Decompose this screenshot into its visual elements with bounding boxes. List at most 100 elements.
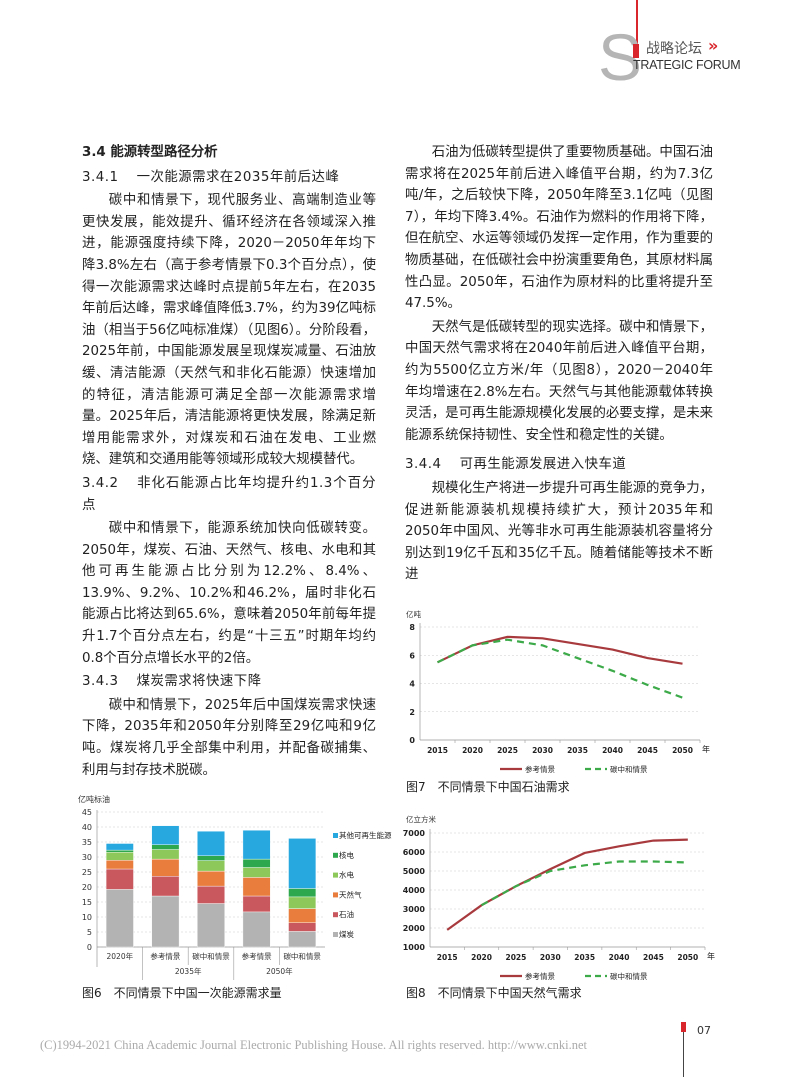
section-title-cn: 战略论坛 <box>646 41 702 57</box>
legend-swatch <box>333 872 338 878</box>
legend-label: 水电 <box>339 870 354 880</box>
bar-segment <box>288 896 317 909</box>
y-tick-label: 20 <box>82 883 92 892</box>
figure-6-caption: 图6 不同情景下中国一次能源需求量 <box>82 986 282 1000</box>
y-tick-label: 4 <box>409 680 415 689</box>
header-rule <box>636 0 638 48</box>
paragraph: 规模化生产将进一步提升可再生能源的竞争力，促进新能源装机规模持续扩大，预计203… <box>405 480 713 583</box>
y-tick-label: 35 <box>82 838 92 847</box>
y-tick-label: 5 <box>87 928 92 937</box>
y-axis-label: 亿立方米 <box>406 814 436 824</box>
y-tick-label: 2000 <box>403 924 426 933</box>
x-tick-label: 2020 <box>462 746 483 755</box>
bar-segment <box>197 831 225 857</box>
x-tick-label: 参考情景 <box>242 951 272 961</box>
page-number: 07 <box>697 1024 711 1037</box>
x-tick-label: 参考情景 <box>150 951 180 961</box>
group-label: 2035年 <box>175 966 202 976</box>
y-tick-label: 0 <box>409 736 415 745</box>
x-tick-label: 2020 <box>471 953 492 962</box>
bar-segment <box>151 844 180 850</box>
bar-segment <box>242 877 271 897</box>
legend-label: 天然气 <box>339 889 362 899</box>
x-tick-label: 2035 <box>574 953 595 962</box>
bar-segment <box>105 849 134 853</box>
subsection-heading: 3.4.3 煤炭需求将快速下降 <box>82 674 262 690</box>
paragraph: 天然气是低碳转型的现实选择。碳中和情景下，中国天然气需求将在2040年前后进入峰… <box>405 319 713 443</box>
copyright-footer: (C)1994-2021 China Academic Journal Elec… <box>40 1038 588 1052</box>
bar-segment <box>242 867 271 878</box>
y-tick-label: 5000 <box>403 867 426 876</box>
bar-segment <box>197 855 225 861</box>
bar-segment <box>242 858 271 868</box>
y-axis-label: 亿吨 <box>406 609 421 619</box>
bar-segment <box>151 895 180 948</box>
bar-segment <box>151 875 180 897</box>
x-axis-unit: 年 <box>702 744 710 754</box>
x-tick-label: 2045 <box>643 953 664 962</box>
bar-segment <box>288 888 317 898</box>
x-tick-label: 2015 <box>427 746 448 755</box>
legend-swatch <box>333 833 338 838</box>
y-tick-label: 45 <box>82 808 92 817</box>
y-tick-label: 10 <box>82 913 92 922</box>
bar-segment <box>197 885 225 904</box>
subsection-heading: 3.4.1 一次能源需求在2035年前后达峰 <box>82 169 340 185</box>
legend-label: 碳中和情景 <box>610 764 648 774</box>
x-tick-label: 2030 <box>532 746 553 755</box>
bar-segment <box>242 895 271 913</box>
x-tick-label: 碳中和情景 <box>283 951 321 961</box>
bar-segment <box>197 903 225 948</box>
legend-label: 碳中和情景 <box>610 971 648 980</box>
series-line <box>437 638 683 699</box>
series-line <box>446 838 688 931</box>
subsection-heading: 3.4.2 非化石能源占比年均提升约1.3个百分点 <box>82 475 376 513</box>
y-tick-label: 3000 <box>403 905 426 914</box>
x-tick-label: 碳中和情景 <box>192 951 230 961</box>
legend-swatch <box>333 892 338 898</box>
x-tick-label: 2020年 <box>107 951 134 961</box>
figure-7-caption: 图7 不同情景下中国石油需求 <box>406 780 570 794</box>
figure-7-chart: 亿吨 0 2 4 6 8 2015 2020 2025 2030 2035 2040 2045 2050 年… <box>406 609 710 774</box>
paragraph: 碳中和情景下，能源系统加快向低碳转变。2050年，煤炭、石油、天然气、核电、水电… <box>82 521 376 666</box>
y-tick-label: 15 <box>82 898 92 907</box>
page-rule <box>683 1022 684 1077</box>
left-column: 3.4 能源转型路径分析 3.4.1 一次能源需求在2035年前后达峰 碳中和情景… <box>82 142 376 781</box>
y-tick-label: 7000 <box>403 829 426 838</box>
bar-segment <box>105 860 134 870</box>
series-line <box>481 860 688 907</box>
bar-segment <box>288 908 317 923</box>
y-tick-label: 25 <box>82 868 92 877</box>
x-tick-label: 2025 <box>506 953 527 962</box>
y-tick-label: 40 <box>82 823 92 832</box>
y-tick-label: 6000 <box>403 848 426 857</box>
paragraph: 碳中和情景下，2025年后中国煤炭需求快速下降，2035年和2050年分别降至2… <box>82 697 376 778</box>
legend-swatch <box>333 852 338 858</box>
legend-label: 参考情景 <box>525 971 555 980</box>
x-tick-label: 2035 <box>567 746 588 755</box>
y-axis-label: 亿吨标油 <box>78 794 110 804</box>
x-tick-label: 2050 <box>677 953 698 962</box>
y-tick-label: 0 <box>87 943 92 952</box>
series-line <box>437 635 683 665</box>
bar-segment <box>242 830 271 860</box>
x-tick-label: 2040 <box>602 746 623 755</box>
group-label: 2050年 <box>266 966 293 976</box>
figure-6-chart: 亿吨标油 0 5 10 15 20 25 30 35 40 45 2020年 参考情景 碳中和情景 参考情景… <box>78 794 392 980</box>
y-tick-label: 1000 <box>403 943 426 952</box>
subsection-heading: 3.4.4 可再生能源发展进入快车道 <box>405 457 627 473</box>
paragraph: 碳中和情景下，现代服务业、高端制造业等更快发展，能效提升、循环经济在各领域深入推… <box>82 193 376 468</box>
bar-segment <box>288 922 317 932</box>
y-tick-label: 4000 <box>403 886 426 895</box>
double-chevron-icon: » <box>708 36 719 55</box>
bar-segment <box>197 860 225 872</box>
bar-segment <box>197 870 225 887</box>
legend-swatch <box>333 912 338 918</box>
bar-segment <box>105 868 134 890</box>
bar-segment <box>288 931 317 948</box>
bar-segment <box>151 858 180 877</box>
bar-segment <box>105 889 134 948</box>
legend-label: 其他可再生能源 <box>339 830 392 840</box>
bar-segment <box>151 825 180 845</box>
legend-swatch <box>333 932 338 937</box>
